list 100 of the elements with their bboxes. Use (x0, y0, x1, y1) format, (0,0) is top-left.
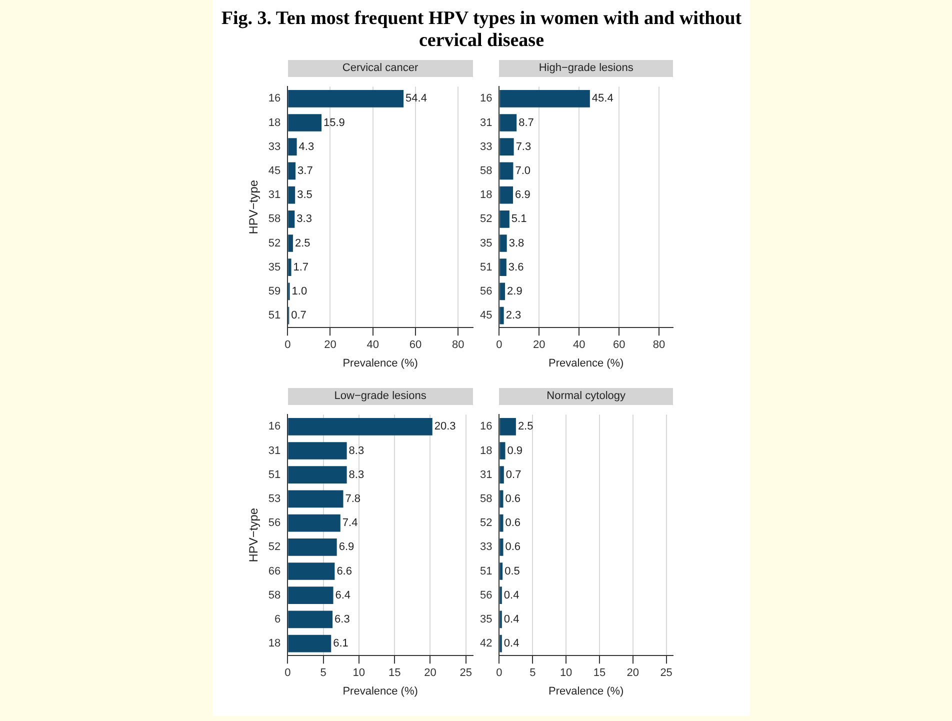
data-label: 8.7 (518, 116, 534, 129)
bar (500, 466, 504, 484)
y-tick-label: 35 (480, 237, 492, 250)
y-tick-label: 31 (480, 116, 492, 129)
data-label: 6.1 (333, 638, 348, 650)
bar (500, 490, 504, 508)
x-tick-label: 10 (352, 667, 366, 680)
x-tick-label: 20 (533, 339, 546, 352)
y-tick-label: 16 (268, 420, 281, 433)
bar (500, 514, 504, 532)
data-label: 0.7 (291, 310, 306, 322)
bar (288, 562, 335, 580)
chart-title: High−grade lesions (499, 60, 673, 77)
data-label: 4.3 (298, 140, 314, 153)
data-label: 0.9 (507, 444, 523, 457)
y-tick-label: 59 (268, 285, 281, 298)
y-tick-label: 53 (268, 492, 281, 505)
data-label: 7.3 (516, 140, 532, 153)
bar (288, 610, 333, 628)
bar (500, 210, 510, 228)
chart-title: Normal cytology (499, 388, 673, 405)
x-tick-label: 5 (320, 667, 326, 680)
y-tick-label: 18 (268, 116, 281, 129)
x-axis-title: Prevalence (%) (548, 357, 624, 370)
x-tick-label: 0 (496, 667, 502, 680)
bar (288, 234, 293, 252)
x-tick-label: 80 (452, 339, 464, 352)
x-tick-label: 5 (530, 667, 536, 680)
bar (288, 418, 432, 436)
data-label: 7.4 (342, 517, 358, 530)
y-tick-label: 51 (268, 310, 281, 322)
bar (500, 186, 514, 204)
data-label: 3.8 (508, 237, 524, 250)
x-tick-label: 60 (612, 339, 626, 352)
data-label: 15.9 (324, 116, 345, 129)
bar (288, 538, 337, 556)
y-tick-label: 33 (480, 541, 492, 554)
bar (288, 162, 296, 180)
bar (500, 418, 516, 436)
x-tick-label: 0 (284, 667, 291, 680)
y-tick-label: 58 (268, 213, 281, 226)
bar (500, 114, 517, 132)
bar (288, 186, 296, 204)
y-tick-label: 16 (480, 420, 492, 433)
x-tick-label: 15 (388, 667, 401, 680)
data-label: 7.8 (345, 492, 361, 505)
y-tick-label: 31 (268, 444, 281, 457)
data-label: 6.6 (336, 565, 352, 578)
y-tick-label: 52 (268, 237, 281, 250)
y-tick-label: 33 (268, 140, 281, 153)
bar (500, 138, 514, 156)
data-label: 5.1 (511, 213, 527, 226)
data-label: 0.5 (504, 565, 520, 578)
bar (288, 514, 340, 532)
x-axis-title: Prevalence (%) (548, 685, 624, 698)
data-label: 0.6 (505, 517, 521, 530)
x-axis-title: Prevalence (%) (342, 357, 418, 370)
y-tick-label: 6 (274, 613, 281, 626)
y-tick-label: 51 (480, 261, 492, 274)
bar (288, 634, 332, 652)
bar (500, 538, 504, 556)
x-tick-label: 40 (573, 339, 586, 352)
bar (500, 306, 504, 324)
data-label: 0.4 (504, 589, 520, 602)
bar (500, 258, 506, 276)
x-tick-label: 0 (284, 339, 291, 352)
data-label: 2.5 (518, 420, 534, 433)
bar (500, 562, 503, 580)
data-label: 6.4 (335, 589, 351, 602)
x-tick-label: 25 (660, 667, 672, 680)
data-label: 20.3 (434, 420, 456, 433)
y-tick-label: 58 (480, 492, 492, 505)
y-tick-label: 51 (480, 565, 492, 578)
data-label: 0.4 (504, 638, 520, 650)
y-tick-label: 18 (480, 189, 492, 202)
y-tick-label: 33 (480, 140, 492, 153)
y-tick-label: 51 (268, 468, 281, 481)
bar (288, 442, 347, 460)
y-tick-label: 66 (268, 565, 281, 578)
data-label: 54.4 (406, 92, 427, 105)
bar (288, 114, 322, 132)
y-tick-label: 31 (268, 189, 281, 202)
data-label: 1.0 (292, 285, 308, 298)
data-label: 0.4 (504, 613, 520, 626)
data-label: 3.5 (297, 189, 312, 202)
x-tick-label: 0 (496, 339, 502, 352)
data-label: 3.6 (508, 261, 524, 274)
y-tick-label: 35 (268, 261, 281, 274)
y-tick-label: 16 (480, 92, 492, 105)
data-label: 0.6 (505, 492, 521, 505)
data-label: 0.6 (505, 541, 521, 554)
y-tick-label: 58 (268, 589, 281, 602)
bar (288, 258, 292, 276)
data-label: 7.0 (515, 164, 531, 177)
y-tick-label: 45 (268, 164, 281, 177)
data-label: 45.4 (592, 92, 614, 105)
data-label: 0.7 (506, 468, 522, 481)
y-tick-label: 31 (480, 468, 492, 481)
bar (500, 162, 514, 180)
y-tick-label: 16 (268, 92, 281, 105)
